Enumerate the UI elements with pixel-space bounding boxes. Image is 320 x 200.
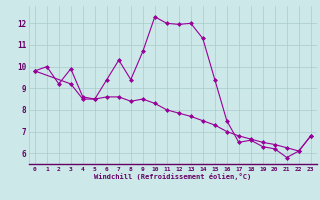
- X-axis label: Windchill (Refroidissement éolien,°C): Windchill (Refroidissement éolien,°C): [94, 173, 252, 180]
